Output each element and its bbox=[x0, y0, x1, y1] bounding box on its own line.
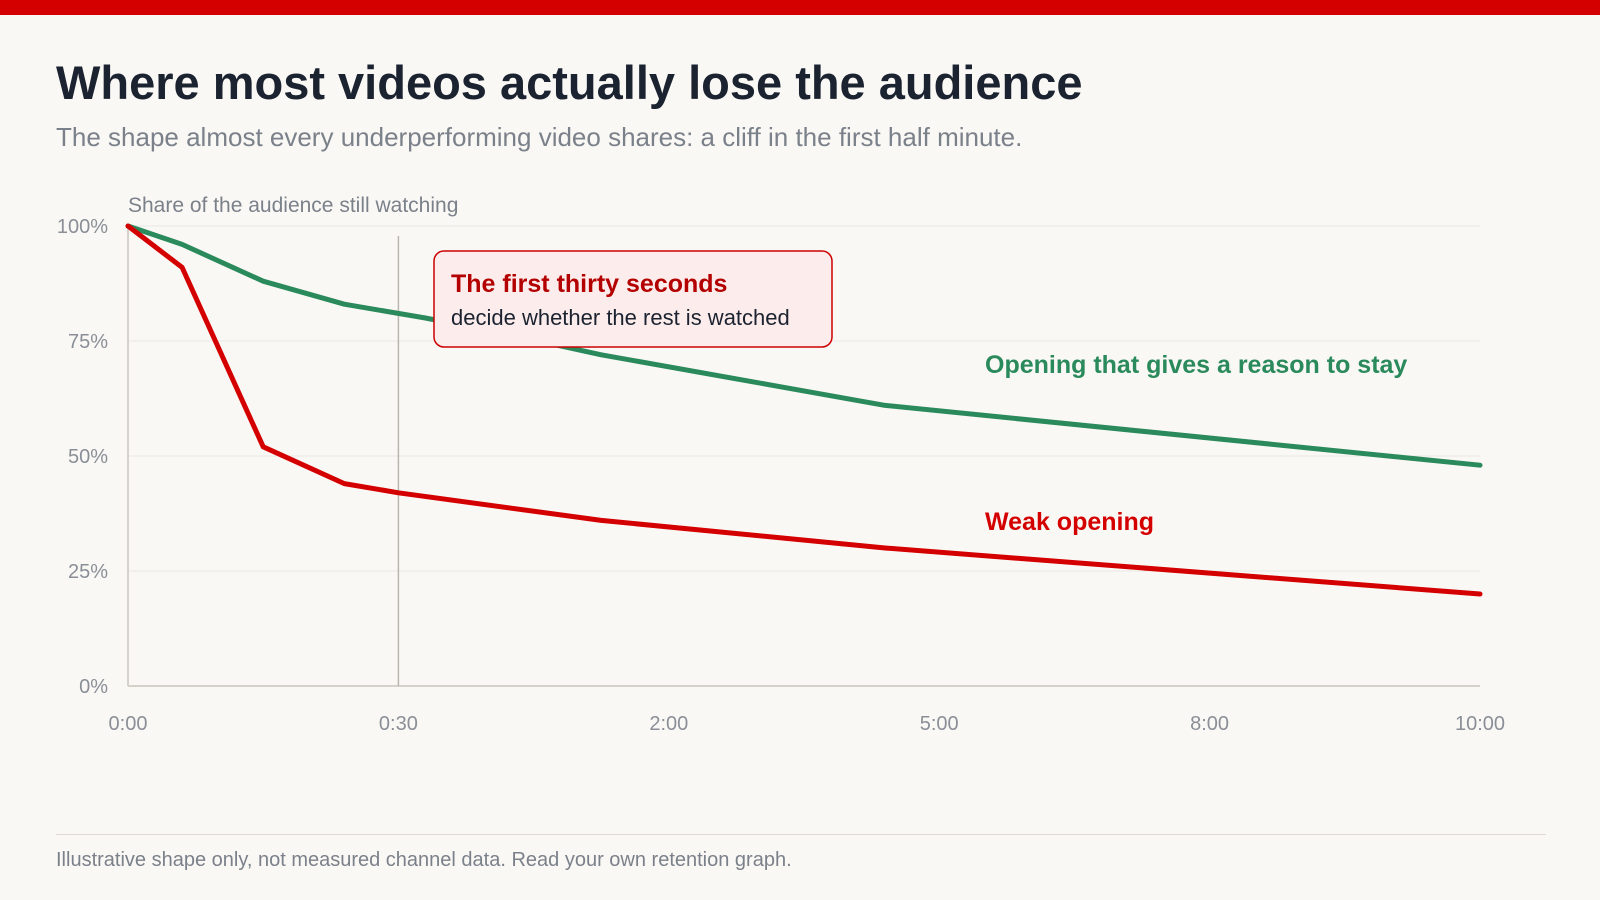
x-tick-label: 5:00 bbox=[920, 713, 959, 735]
callout-box bbox=[433, 250, 833, 348]
series-label-1: Weak opening bbox=[985, 508, 1154, 536]
x-tick-label: 0:30 bbox=[379, 713, 418, 735]
x-tick-label: 2:00 bbox=[649, 713, 688, 735]
axis-layer: 0% 25% 50% 75% 100% 0:00 0:30 2:00 5:00 8:00 10:00… bbox=[57, 194, 1505, 735]
series-label-0: Opening that gives a reason to stay bbox=[985, 351, 1407, 379]
x-tick-label: 0:00 bbox=[109, 713, 148, 735]
y-tick-label: 75% bbox=[68, 331, 108, 353]
page-title: Where most videos actually lose the audi… bbox=[56, 56, 1083, 109]
y-tick-label: 0% bbox=[79, 676, 108, 698]
callout-title: The first thirty seconds bbox=[451, 270, 727, 298]
x-tick-label: 8:00 bbox=[1190, 713, 1229, 735]
footnote: Illustrative shape only, not measured ch… bbox=[56, 849, 792, 871]
callout-layer: The first thirty seconds decide whether t… bbox=[433, 250, 833, 348]
y-axis-label: Share of the audience still watching bbox=[128, 194, 458, 217]
y-tick-label: 50% bbox=[68, 446, 108, 468]
x-tick-label: 10:00 bbox=[1455, 713, 1505, 735]
series-layer bbox=[125, 223, 1483, 597]
series-label-layer: Opening that gives a reason to stay Weak … bbox=[985, 351, 1407, 536]
y-tick-label: 100% bbox=[57, 216, 108, 238]
footer-divider bbox=[56, 834, 1546, 835]
page-subtitle: The shape almost every underperforming v… bbox=[56, 122, 1023, 152]
series-line-0 bbox=[125, 223, 1483, 468]
callout-text: decide whether the rest is watched bbox=[451, 305, 790, 330]
top-accent-bar bbox=[0, 0, 1600, 15]
series-line-1 bbox=[125, 223, 1483, 597]
y-tick-label: 25% bbox=[68, 561, 108, 583]
